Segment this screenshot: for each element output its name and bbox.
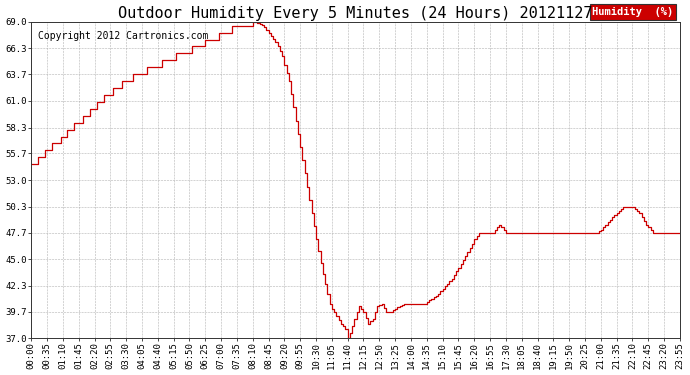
- Title: Outdoor Humidity Every 5 Minutes (24 Hours) 20121127: Outdoor Humidity Every 5 Minutes (24 Hou…: [118, 6, 593, 21]
- Text: Humidity  (%): Humidity (%): [592, 7, 673, 17]
- Text: Copyright 2012 Cartronics.com: Copyright 2012 Cartronics.com: [38, 31, 208, 41]
